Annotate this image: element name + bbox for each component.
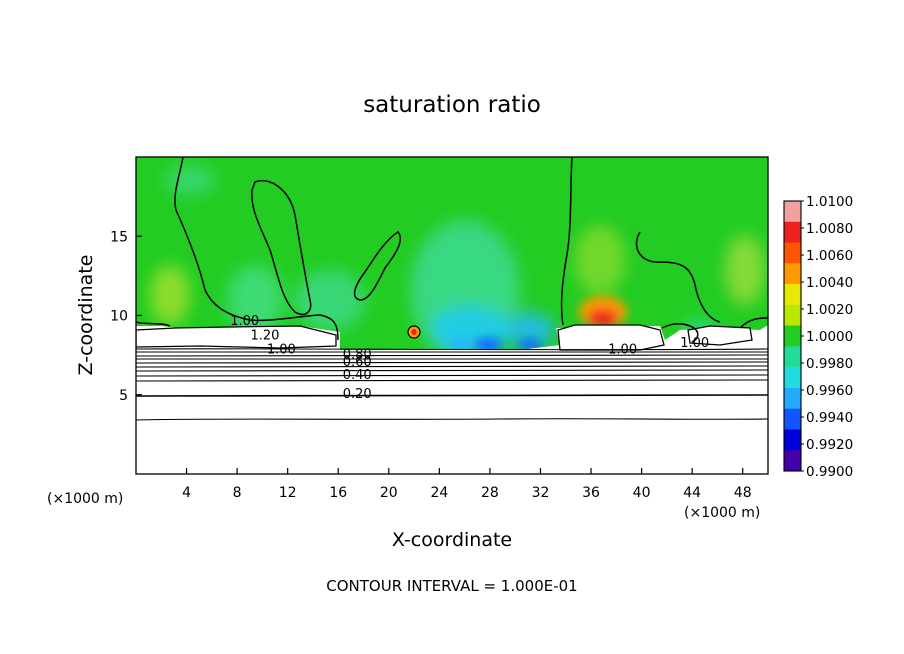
contour-labels: 1.001.201.00 0.800.600.400.201.00 1.00: [230, 314, 709, 402]
colorbar-label: 1.0000: [806, 329, 853, 345]
contour-band-11: [136, 418, 768, 421]
contour-interval-note: CONTOUR INTERVAL = 1.000E-01: [326, 577, 577, 595]
lower-contours: [136, 348, 768, 421]
anomaly-darkblue-1: [474, 338, 502, 352]
x-tick-label: 48: [734, 485, 752, 501]
y-tick-label: 10: [110, 309, 128, 325]
contour-band-9: [136, 379, 768, 382]
colorbar-swatch: [784, 242, 801, 264]
x-tick-label: 24: [430, 485, 448, 501]
x-unit-right: (×1000 m): [684, 505, 760, 521]
contour-line-1: [174, 157, 339, 341]
anomaly-yellow-right: [575, 225, 625, 295]
contour-band-3: [136, 354, 768, 357]
anomaly-cyan-top: [165, 165, 215, 195]
x-tick-label: 20: [380, 485, 398, 501]
colorbar-swatch: [784, 346, 801, 368]
contour-line-5: [136, 321, 171, 327]
colorbar-label: 0.9980: [806, 356, 853, 372]
contour-band-7: [136, 369, 768, 372]
contour-label: 1.00: [230, 314, 259, 329]
colorbar-swatch: [784, 429, 801, 451]
x-axis: 4 8 12 16 20 24 28 32 36 40 44 48: [182, 468, 752, 501]
colorbar-swatch: [784, 284, 801, 306]
y-axis: 5 10 15: [110, 229, 142, 404]
colorbar-label: 1.0040: [806, 275, 853, 291]
anomaly-red-core: [588, 309, 618, 327]
x-tick-label: 32: [532, 485, 550, 501]
anomaly-yellow-left: [150, 265, 190, 325]
x-tick-label: 44: [683, 485, 701, 501]
x-tick-label: 4: [182, 485, 191, 501]
anomaly-blue-right: [505, 312, 555, 348]
anomaly-yellow-far: [725, 235, 765, 305]
contour-label: 1.00: [680, 336, 709, 351]
contour-label: 0.60: [343, 355, 372, 370]
colorbar-swatch: [784, 325, 801, 347]
colorbar-label: 0.9920: [806, 437, 853, 453]
contour-band-8: [136, 374, 768, 377]
contour-label: 0.20: [343, 387, 372, 402]
colorbar-swatch: [784, 387, 801, 410]
chart-title: saturation ratio: [363, 92, 541, 118]
contour-line-4: [739, 317, 768, 329]
colorbar-label: 0.9900: [806, 464, 853, 480]
colorbar-swatch: [784, 304, 801, 327]
x-tick-label: 8: [233, 485, 242, 501]
colorbar-swatch: [784, 367, 801, 389]
colorbar-label: 1.0060: [806, 248, 853, 264]
colorbar-label: 0.9960: [806, 383, 853, 399]
contour-band-10: [136, 394, 768, 397]
contour-label: 0.40: [343, 368, 372, 383]
x-tick-label: 28: [481, 485, 499, 501]
contour-line-3: [635, 231, 721, 323]
y-axis-title: Z-coordinate: [75, 255, 97, 376]
x-tick-label: 40: [633, 485, 651, 501]
contour-label: 1.00: [267, 343, 296, 358]
cloud-left: [136, 325, 337, 349]
contour-loop-tall: [251, 179, 312, 316]
colorbar-label: 1.0020: [806, 302, 853, 318]
colorbar-swatch: [784, 201, 801, 223]
contour-label: 1.00: [608, 343, 637, 358]
contour-band-6: [136, 365, 768, 368]
x-unit-left: (×1000 m): [47, 491, 123, 507]
y-tick-label: 15: [110, 229, 128, 245]
colorbar-label: 1.0080: [806, 221, 853, 237]
anomaly-darkblue-3: [450, 340, 470, 350]
colorbar-swatch: [784, 221, 801, 244]
cloud-far-right: [687, 325, 753, 346]
contour-loop-small: [353, 231, 402, 301]
contour-band-1: [136, 348, 768, 351]
plot-area: [136, 157, 768, 474]
colorbar-swatch: [784, 263, 801, 285]
y-tick-label: 5: [119, 388, 128, 404]
contour-line-6: [661, 323, 699, 343]
x-tick-label: 16: [329, 485, 347, 501]
anomaly-orange-dot-core: [411, 329, 417, 335]
colorbar-swatch: [784, 408, 801, 430]
contour-label: 0.80: [343, 347, 372, 362]
colorbar-label: 0.9940: [806, 410, 853, 426]
contour-band-5: [136, 361, 768, 364]
x-tick-label: 36: [582, 485, 600, 501]
upper-contours: [136, 157, 768, 343]
colorbar: 1.0100 1.0080 1.0060 1.0040 1.0020 1.0000 0.99…: [783, 194, 853, 480]
x-tick-label: 12: [279, 485, 297, 501]
x-axis-title: X-coordinate: [392, 529, 512, 551]
contour-line-2: [560, 157, 573, 326]
colorbar-swatch: [784, 450, 801, 472]
colorbar-label: 1.0100: [806, 194, 853, 210]
contour-label: 1.20: [250, 328, 279, 343]
